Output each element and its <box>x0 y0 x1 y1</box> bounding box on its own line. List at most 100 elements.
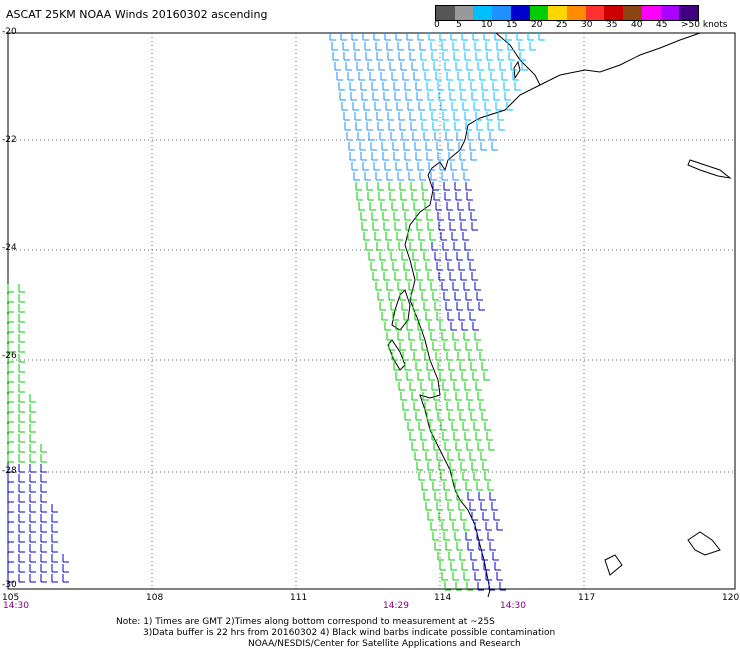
west-australia-coast <box>404 32 541 598</box>
wind-barb <box>438 512 445 521</box>
colorbar-swatch <box>585 6 605 20</box>
wind-barb <box>7 334 14 343</box>
wind-barb <box>449 512 456 521</box>
wind-barb <box>447 452 454 461</box>
wind-barb <box>381 312 388 321</box>
note-line-2: 3)Data buffer is 22 hrs from 20160302 4)… <box>143 628 556 638</box>
wind-barb <box>365 52 372 61</box>
wind-barb <box>343 112 350 121</box>
wind-barb <box>414 142 421 151</box>
wind-barb <box>18 454 25 463</box>
wind-barb <box>360 82 367 91</box>
wind-barb <box>468 202 475 211</box>
wind-barb <box>431 52 438 61</box>
wind-barb <box>29 564 36 573</box>
wind-barb <box>393 152 400 161</box>
wind-barb <box>468 72 475 81</box>
wind-barb <box>519 52 526 61</box>
wind-barb <box>393 82 400 91</box>
wind-barb <box>409 382 416 391</box>
wind-barb <box>492 552 499 561</box>
wind-barb <box>439 562 446 571</box>
wind-barb <box>18 384 25 393</box>
wind-barb <box>410 292 417 301</box>
wind-barb <box>51 524 58 533</box>
wind-barb <box>392 262 399 271</box>
wind-barb <box>342 42 349 51</box>
wind-barb <box>467 252 474 261</box>
wind-barb <box>488 62 495 71</box>
wind-barb <box>7 324 14 333</box>
wind-barb <box>18 394 25 403</box>
wind-barb <box>356 192 363 201</box>
wind-barb <box>424 402 431 411</box>
wind-barb <box>470 412 477 421</box>
wind-barb <box>417 322 424 331</box>
wind-barb <box>447 502 454 511</box>
wind-barb <box>486 112 493 121</box>
wind-barb <box>449 92 456 101</box>
colorbar-swatch <box>679 6 699 20</box>
wind-barb <box>40 514 47 523</box>
wind-barb <box>452 172 459 181</box>
wind-barb <box>483 562 490 571</box>
colorbar-swatch <box>454 6 474 20</box>
wind-barb <box>512 72 519 81</box>
wind-barb <box>402 402 409 411</box>
wind-barb <box>29 464 36 473</box>
wind-barb <box>425 452 432 461</box>
wind-barb <box>516 32 523 41</box>
colorbar-swatch <box>436 6 455 20</box>
wind-barb <box>355 182 362 191</box>
wind-barb <box>464 112 471 121</box>
wind-barb <box>384 322 391 331</box>
wind-barb <box>394 222 401 231</box>
note-line-3: NOAA/NESDIS/Center for Satellite Applica… <box>248 639 521 649</box>
wind-barb <box>441 282 448 291</box>
wind-barb <box>427 92 434 101</box>
colorbar-swatch <box>548 6 568 20</box>
wind-barb <box>385 232 392 241</box>
wind-barb <box>377 182 384 191</box>
wind-barb <box>463 522 470 531</box>
wind-barb <box>450 562 457 571</box>
wind-barb <box>375 172 382 181</box>
wind-barb <box>379 302 386 311</box>
wind-barb <box>471 462 478 471</box>
wind-barb <box>469 142 476 151</box>
wind-barb <box>434 302 441 311</box>
colorbar-swatch <box>510 6 530 20</box>
wind-barb <box>446 352 453 361</box>
wind-barb <box>477 392 484 401</box>
wind-barb <box>331 42 338 51</box>
wind-barb <box>435 402 442 411</box>
wind-barb <box>443 532 450 541</box>
wind-barb <box>488 442 495 451</box>
wind-barb <box>376 52 383 61</box>
wind-barb <box>365 242 372 251</box>
wind-barb <box>464 52 471 61</box>
wind-barb <box>7 404 14 413</box>
wind-barb <box>373 32 380 41</box>
wind-barb <box>461 322 468 331</box>
wind-barb <box>390 132 397 141</box>
wind-barb <box>410 342 417 351</box>
wind-barb <box>444 582 451 591</box>
wind-barb <box>388 292 395 301</box>
wind-barb <box>411 392 418 401</box>
wind-barb <box>475 382 482 391</box>
wind-barb <box>18 344 25 353</box>
wind-barb <box>383 92 390 101</box>
wind-barb <box>386 282 393 291</box>
wind-barb <box>452 522 459 531</box>
wind-barb <box>338 82 345 91</box>
wind-barb <box>396 102 403 111</box>
wind-barb <box>29 444 36 453</box>
wind-barb <box>403 142 410 151</box>
wind-barb <box>418 102 425 111</box>
wind-barb <box>462 472 469 481</box>
wind-barb <box>382 152 389 161</box>
wind-barb <box>450 372 457 381</box>
wind-barb <box>456 252 463 261</box>
wind-barb <box>374 102 381 111</box>
